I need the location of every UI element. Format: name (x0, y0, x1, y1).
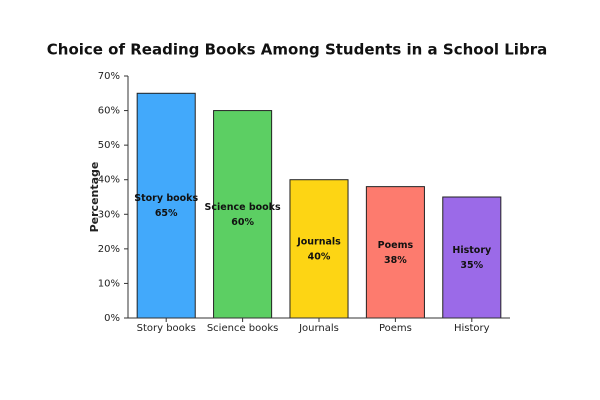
bar-value-label: 40% (308, 251, 331, 262)
bar (136, 92, 196, 319)
y-axis-label: Percentage (88, 162, 101, 233)
bar-category-label: Poems (378, 240, 414, 251)
x-tick-label: Science books (207, 323, 279, 334)
chart-title: Choice of Reading Books Among Students i… (47, 41, 547, 59)
x-tick-label: Poems (379, 323, 412, 334)
bar-category-label: Science books (205, 202, 281, 213)
y-tick-label: 50% (98, 140, 120, 151)
bar-value-label: 38% (384, 255, 407, 266)
bar-value-label: 60% (231, 217, 254, 228)
x-tick-label: Story books (137, 323, 196, 334)
bar-value-label: 65% (155, 208, 178, 219)
y-tick-label: 60% (98, 106, 120, 117)
y-tick-label: 0% (104, 313, 120, 324)
y-tick-label: 40% (98, 175, 120, 186)
bar-category-label: Story books (134, 193, 198, 204)
bar-category-label: Journals (296, 236, 341, 247)
bar-category-label: History (452, 245, 492, 256)
bar (213, 110, 273, 319)
y-tick-label: 10% (98, 278, 120, 289)
x-tick-label: Journals (298, 323, 339, 334)
bar (442, 196, 502, 319)
bar-value-label: 35% (460, 260, 483, 271)
bar (289, 179, 349, 319)
y-tick-label: 70% (98, 71, 120, 82)
bar (365, 186, 425, 319)
y-tick-label: 20% (98, 244, 120, 255)
x-tick-label: History (454, 323, 490, 334)
y-tick-label: 30% (98, 209, 120, 220)
